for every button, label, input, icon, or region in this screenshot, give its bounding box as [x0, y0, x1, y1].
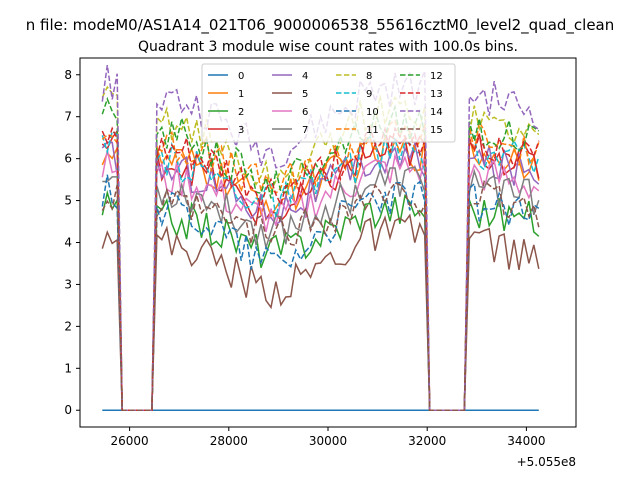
- chart-suptitle: n file: modeM0/AS1A14_021T06_9000006538_…: [26, 16, 615, 35]
- legend-label: 9: [366, 89, 372, 100]
- legend-label: 15: [430, 125, 443, 136]
- series-line-15: [101, 180, 540, 411]
- y-tick-label: 4: [64, 236, 72, 250]
- legend-label: 8: [366, 71, 372, 82]
- series-line-11: [101, 119, 540, 411]
- legend-label: 7: [302, 125, 308, 136]
- x-tick-label: 26000: [111, 434, 149, 448]
- legend-box: [201, 63, 456, 143]
- y-tick-label: 2: [64, 319, 72, 333]
- legend-label: 5: [302, 89, 308, 100]
- x-tick-label: 30000: [309, 434, 347, 448]
- x-tick-label: 28000: [210, 434, 248, 448]
- y-tick-label: 1: [64, 361, 72, 375]
- legend-label: 2: [238, 107, 244, 118]
- series-line-6: [101, 150, 540, 411]
- x-tick-label: 34000: [507, 434, 545, 448]
- legend-label: 6: [302, 107, 308, 118]
- y-tick-label: 3: [64, 277, 72, 291]
- y-tick-label: 5: [64, 194, 72, 208]
- series-line-2: [101, 189, 540, 411]
- x-offset-label: +5.055e8: [517, 455, 576, 469]
- series-line-4: [101, 140, 540, 411]
- legend-label: 0: [238, 71, 244, 82]
- legend-label: 14: [430, 107, 443, 118]
- y-tick-label: 0: [64, 403, 72, 417]
- legend-label: 10: [366, 107, 379, 118]
- legend-label: 3: [238, 125, 244, 136]
- legend-label: 13: [430, 89, 443, 100]
- y-tick-label: 6: [64, 152, 72, 166]
- y-tick-label: 7: [64, 110, 72, 124]
- y-tick-label: 8: [64, 68, 72, 82]
- legend-label: 12: [430, 71, 443, 82]
- legend-label: 4: [302, 71, 308, 82]
- legend-label: 1: [238, 89, 244, 100]
- legend-label: 11: [366, 125, 379, 136]
- x-tick-label: 32000: [408, 434, 446, 448]
- chart-title: Quadrant 3 module wise count rates with …: [138, 39, 518, 55]
